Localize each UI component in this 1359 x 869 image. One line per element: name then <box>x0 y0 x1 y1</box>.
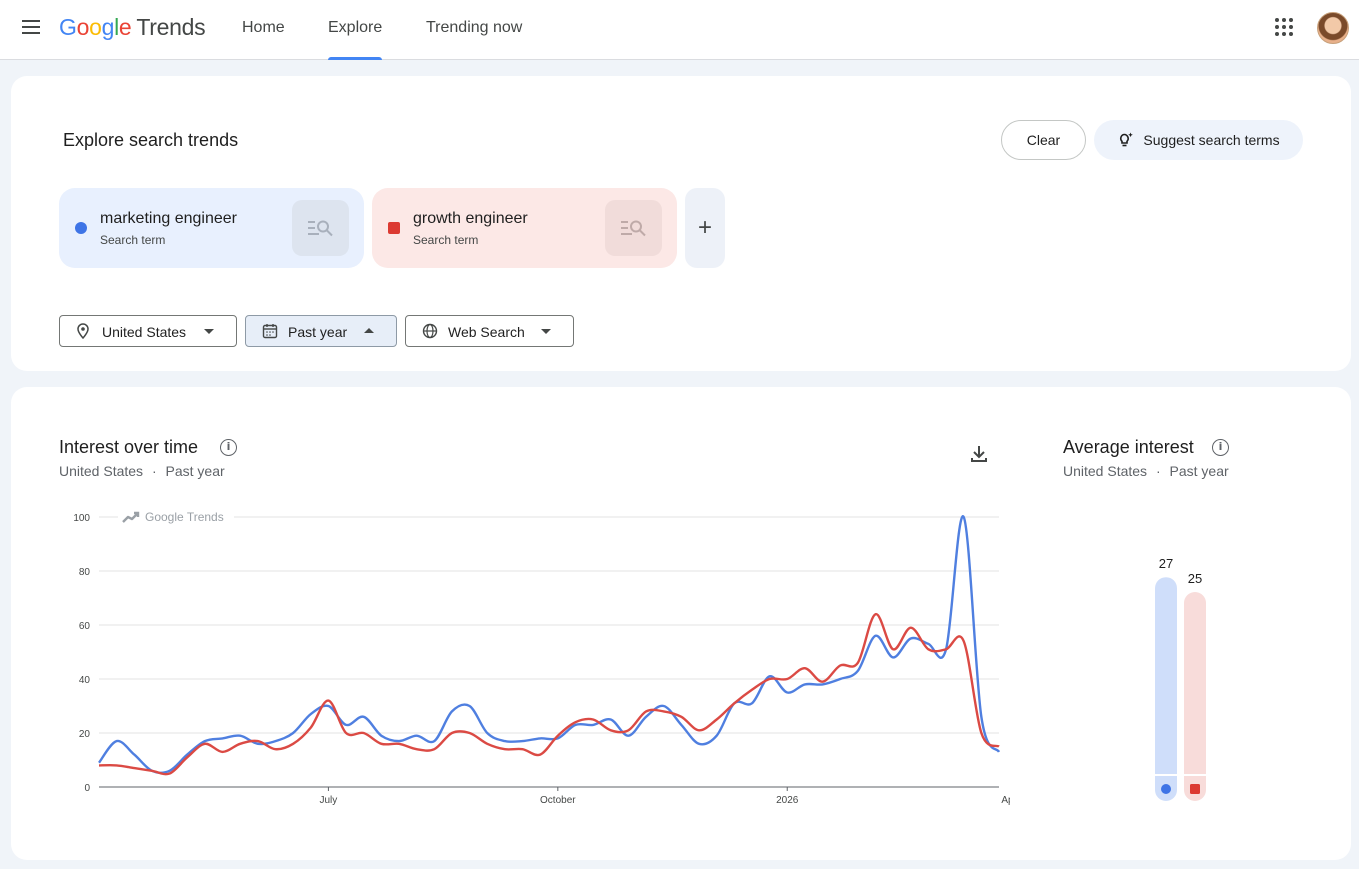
subtitle-separator: · <box>151 463 157 479</box>
interest-card: Interest over time i United States · Pas… <box>11 387 1351 860</box>
dropdown-arrow-up-icon <box>364 328 374 333</box>
search-term-chip-1[interactable]: marketing engineer Search term <box>59 188 364 268</box>
x-tick-label: October <box>540 795 576 806</box>
series-dot-icon <box>1161 784 1171 794</box>
interest-over-time-subtitle: United States · Past year <box>59 463 225 479</box>
dropdown-arrow-icon <box>204 329 214 334</box>
term-type: Search term <box>413 233 479 247</box>
clear-button[interactable]: Clear <box>1001 120 1086 160</box>
x-tick-label: April <box>1001 795 1010 806</box>
term-type: Search term <box>100 233 166 247</box>
interest-over-time-title: Interest over time <box>59 437 199 457</box>
y-tick-label: 40 <box>79 675 91 686</box>
location-pin-icon <box>77 323 89 339</box>
series-line-2[interactable] <box>98 612 1000 776</box>
x-tick-label: 2026 <box>776 795 799 806</box>
menu-icon[interactable] <box>18 16 44 42</box>
y-tick-label: 100 <box>73 513 90 524</box>
region-label: United States <box>102 324 187 340</box>
y-tick-label: 80 <box>79 567 91 578</box>
series-dot-icon <box>75 222 87 234</box>
subtitle-separator: · <box>1155 463 1161 479</box>
chart-series <box>98 515 1001 776</box>
property-filter[interactable]: Web Search <box>405 315 574 347</box>
average-interest-title: Average interest <box>1063 437 1194 457</box>
avatar[interactable] <box>1317 12 1349 44</box>
y-tick-label: 0 <box>84 783 90 794</box>
tab-trending-now[interactable]: Trending now <box>426 19 523 36</box>
series-line-1[interactable] <box>98 515 1001 775</box>
y-tick-label: 60 <box>79 621 91 632</box>
page-title: Explore search trends <box>63 130 239 150</box>
trend-arrow-icon <box>122 512 139 523</box>
x-tick-label: July <box>320 795 338 806</box>
average-interest-subtitle: United States · Past year <box>1063 463 1229 479</box>
watermark-text: Google Trends <box>145 510 224 524</box>
subtitle-region: United States <box>59 463 144 479</box>
time-filter[interactable]: Past year <box>245 315 397 347</box>
manage-search-icon <box>620 220 646 237</box>
info-icon[interactable]: i <box>220 439 237 456</box>
subtitle-region: United States <box>1063 463 1148 479</box>
subtitle-time: Past year <box>165 463 225 479</box>
subtitle-time: Past year <box>1169 463 1229 479</box>
add-term-button[interactable]: + <box>685 188 725 268</box>
series-square-icon <box>388 222 400 234</box>
tab-explore[interactable]: Explore <box>328 0 383 60</box>
globe-icon <box>422 323 438 339</box>
calendar-icon <box>262 324 278 339</box>
property-label: Web Search <box>448 324 525 340</box>
term-search-button[interactable] <box>292 200 349 256</box>
y-axis-labels: 0 20 40 60 80 100 <box>73 513 90 794</box>
search-term-chip-2[interactable]: growth engineer Search term <box>372 188 677 268</box>
series-square-icon <box>1190 784 1200 794</box>
average-interest-chart: 27 25 <box>1155 556 1206 801</box>
average-bar-1[interactable] <box>1155 577 1177 801</box>
tab-home[interactable]: Home <box>242 19 285 36</box>
chart-gridlines <box>99 516 999 788</box>
term-search-button[interactable] <box>605 200 662 256</box>
interest-over-time-chart[interactable]: 0 20 40 60 80 100 July October 2026 April Google… <box>60 505 1010 810</box>
suggest-label: Suggest search terms <box>1143 132 1280 148</box>
explore-card: Explore search trends Clear Suggest sear… <box>11 76 1351 371</box>
y-tick-label: 20 <box>79 729 91 740</box>
lightbulb-sparkle-icon <box>1120 132 1134 147</box>
x-axis-labels: July October 2026 April <box>320 787 1010 806</box>
apps-grid-icon[interactable] <box>1274 17 1296 39</box>
manage-search-icon <box>307 220 333 237</box>
average-bar-2[interactable] <box>1184 592 1206 801</box>
info-icon[interactable]: i <box>1212 439 1229 456</box>
top-bar: Google Trends Home Explore Trending now <box>0 0 1359 60</box>
term-name[interactable]: growth engineer <box>413 210 528 227</box>
term-name[interactable]: marketing engineer <box>100 210 237 227</box>
google-trends-logo[interactable]: Google Trends <box>59 14 206 40</box>
bar-value-label: 27 <box>1159 556 1173 571</box>
download-icon[interactable] <box>967 442 991 466</box>
suggest-search-terms-button[interactable]: Suggest search terms <box>1094 120 1303 160</box>
google-trends-watermark: Google Trends <box>118 508 234 526</box>
dropdown-arrow-icon <box>541 329 551 334</box>
time-label: Past year <box>288 324 348 340</box>
bar-value-label: 25 <box>1188 571 1202 586</box>
region-filter[interactable]: United States <box>59 315 237 347</box>
